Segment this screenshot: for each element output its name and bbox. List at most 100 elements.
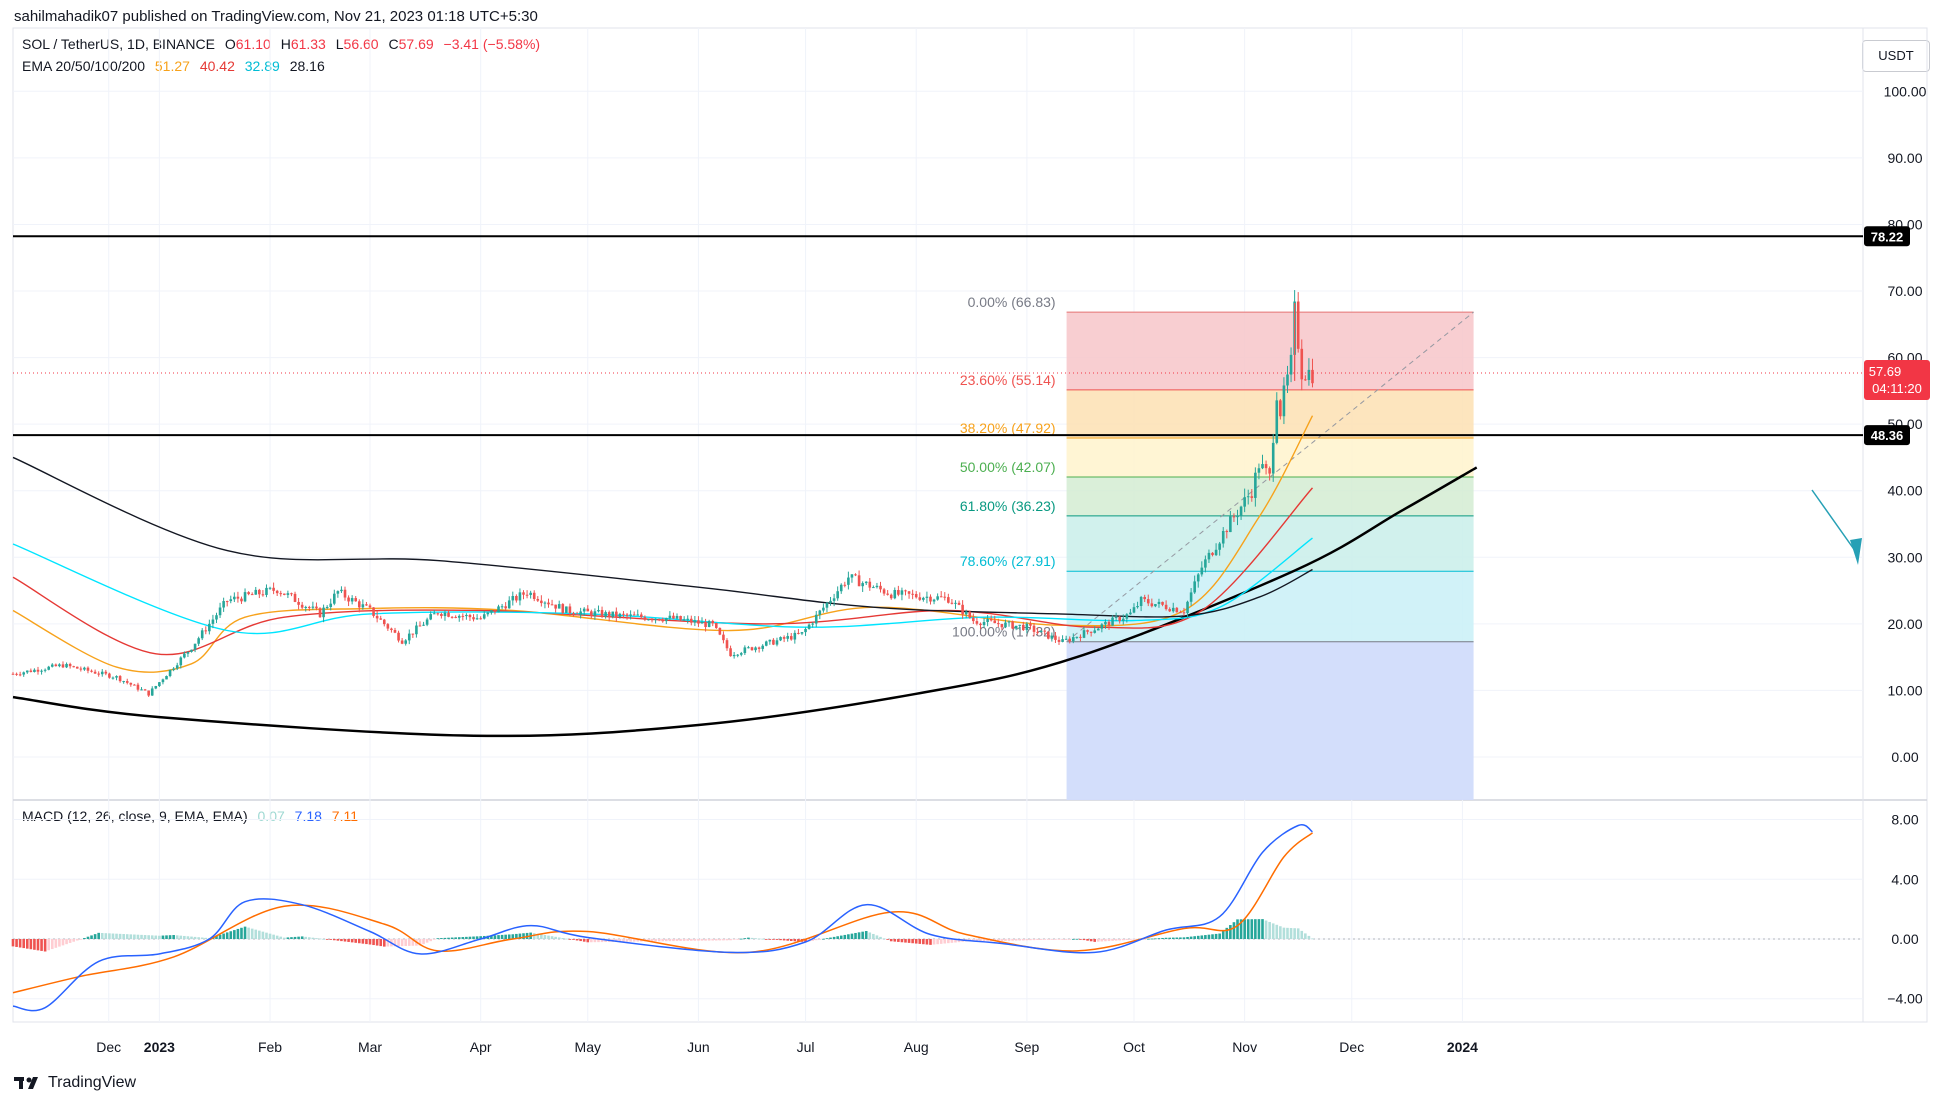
macd-hist-bar: [1068, 939, 1072, 940]
candle-body: [372, 607, 375, 616]
candle-body: [904, 590, 907, 592]
macd-hist-bar: [679, 939, 682, 941]
macd-hist-bar: [175, 935, 179, 939]
candle-body: [1004, 622, 1007, 628]
candle-body: [650, 619, 654, 621]
macd-hist-bar: [554, 936, 557, 939]
candle-body: [1161, 601, 1164, 605]
macd-hist-bar: [515, 933, 518, 939]
macd-hist-bar: [700, 939, 704, 941]
macd-hist-bar: [600, 939, 604, 943]
candle-body: [936, 596, 939, 600]
macd-hist-bar: [347, 939, 350, 942]
candle-body: [1279, 400, 1282, 417]
macd-hist-bar: [265, 932, 268, 939]
candle-body: [822, 607, 825, 611]
macd-hist-bar: [236, 928, 240, 939]
x-tick-label: Apr: [470, 1039, 492, 1055]
macd-hist-bar: [93, 934, 97, 939]
macd-hist-bar: [875, 935, 879, 939]
macd-hist-bar: [243, 926, 247, 939]
macd-hist-bar: [579, 939, 582, 942]
macd-hist-bar: [1043, 939, 1047, 940]
macd-hist-bar: [1089, 939, 1093, 942]
candle-body: [72, 666, 75, 668]
candle-body: [864, 581, 868, 584]
candle-body: [1168, 609, 1171, 612]
macd-hist-bar: [79, 939, 83, 940]
candle-body: [1050, 635, 1054, 639]
candle-body: [1007, 621, 1011, 623]
candle-body: [222, 601, 225, 608]
macd-hist-bar: [979, 939, 982, 942]
macd-hist-bar: [336, 939, 340, 941]
candle-body: [918, 597, 922, 600]
macd-hist-bar: [490, 935, 493, 939]
macd-hist-bar: [1246, 919, 1250, 939]
macd-hist-bar: [1082, 939, 1086, 941]
x-tick-label: 2024: [1447, 1039, 1478, 1055]
macd-hist-bar: [436, 938, 440, 940]
candle-body: [1282, 385, 1286, 417]
macd-hist-bar: [386, 939, 390, 947]
candle-body: [1214, 549, 1218, 556]
macd-hist-bar: [818, 939, 822, 940]
macd-hist-bar: [465, 936, 468, 939]
candle-body: [797, 632, 800, 634]
candle-body: [607, 612, 611, 617]
candle-body: [1307, 369, 1311, 380]
macd-hist-bar: [461, 937, 465, 939]
fib-level-label: 0.00% (66.83): [968, 294, 1056, 310]
candle-body: [615, 611, 618, 617]
macd-hist-bar: [497, 935, 500, 939]
candle-body: [1196, 574, 1200, 582]
candle-body: [1182, 612, 1186, 614]
macd-hist-bar: [772, 939, 775, 940]
candle-body: [536, 598, 540, 601]
macd-hist-bar: [1014, 939, 1018, 941]
y-tick-label: 10.00: [1887, 682, 1922, 698]
macd-hist-bar: [311, 937, 315, 939]
macd-hist-bar: [218, 934, 222, 939]
macd-hist-bar: [904, 939, 907, 943]
macd-hist-bar: [261, 931, 265, 939]
candle-body: [1268, 468, 1271, 474]
ema200-line: [12, 456, 1313, 618]
candle-body: [672, 615, 675, 619]
macd-hist-bar: [872, 933, 875, 939]
candle-body: [375, 615, 379, 619]
macd-hist-bar: [329, 939, 333, 940]
macd-hist-bar: [1232, 922, 1236, 939]
level-price-tag: [1864, 226, 1910, 247]
candle-body: [150, 688, 154, 696]
ema-label[interactable]: EMA 20/50/100/200: [22, 58, 145, 74]
macd-hist-bar: [714, 939, 718, 941]
macd-hist-bar: [1229, 925, 1232, 939]
macd-hist-bar: [843, 934, 847, 939]
macd-hist-bar: [1011, 939, 1014, 941]
symbol-title[interactable]: SOL / TetherUS, 1D, BINANCE: [22, 36, 215, 52]
macd-hist-bar: [1057, 939, 1061, 940]
candle-body: [986, 619, 989, 623]
candle-body: [1200, 567, 1204, 575]
macd-hist-bar: [1050, 939, 1054, 940]
candle-body: [1232, 516, 1236, 518]
countdown-label: 04:11:20: [1872, 381, 1922, 396]
candle-body: [1075, 636, 1079, 638]
macd-hist-bar: [907, 939, 911, 943]
macd-hist-bar: [1200, 935, 1204, 939]
macd-hist-bar: [1179, 937, 1182, 939]
macd-hist-bar: [372, 939, 375, 946]
candle-body: [1211, 552, 1214, 556]
candle-body: [693, 620, 697, 623]
candle-body: [1254, 472, 1257, 498]
macd-hist-bar: [1018, 939, 1022, 941]
candle-body: [714, 623, 718, 628]
macd-hist-bar: [429, 939, 432, 942]
macd-hist-bar: [936, 939, 939, 945]
candle-body: [86, 667, 90, 671]
macd-hist-bar: [1182, 937, 1186, 939]
currency-button[interactable]: USDT: [1862, 40, 1930, 72]
macd-hist-bar: [668, 939, 672, 942]
